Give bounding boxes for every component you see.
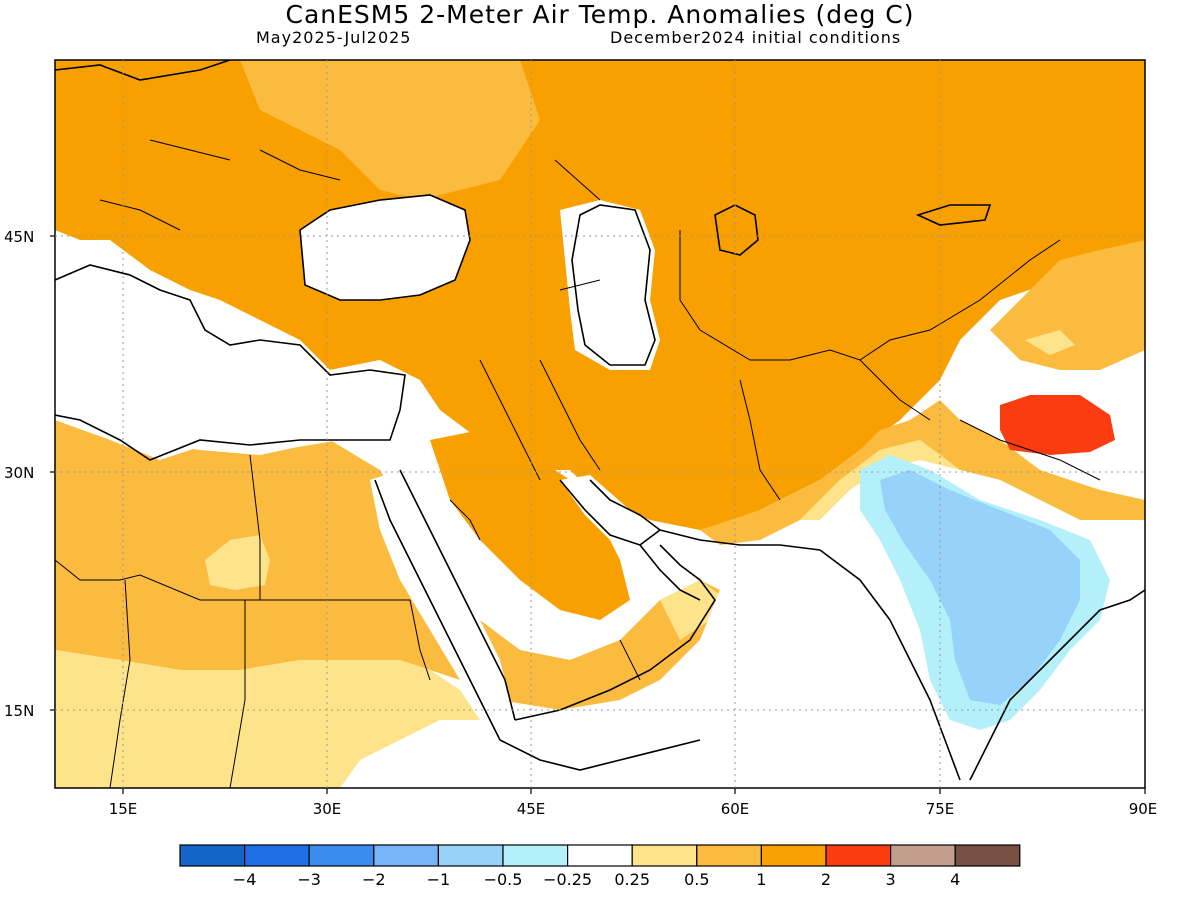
coast-india-east bbox=[969, 589, 1145, 781]
coast-gulf-aden bbox=[499, 739, 701, 771]
anomaly-field bbox=[55, 60, 1145, 788]
sea-mediterranean bbox=[55, 260, 410, 460]
colorbar-swatch bbox=[631, 844, 698, 867]
sea-arabian-sea bbox=[500, 545, 930, 788]
sea-caspian bbox=[560, 200, 660, 370]
anomaly-region-0-5-1-africa-arabia bbox=[55, 420, 720, 710]
land-neutral-ethiopia bbox=[400, 720, 500, 788]
colorbar-swatch bbox=[825, 844, 892, 867]
anomaly-region-0-5-1-mongolia bbox=[990, 240, 1145, 370]
colorbar-label: −2 bbox=[362, 870, 386, 889]
forecast-period: May2025-Jul2025 bbox=[256, 28, 412, 47]
colorbar-swatch bbox=[437, 844, 504, 867]
anomaly-region-0-25-0-5-mongolia bbox=[1025, 330, 1075, 355]
lat-label-15n: 15N bbox=[4, 702, 34, 720]
map-border bbox=[54, 59, 1146, 789]
graticule bbox=[55, 60, 1145, 788]
anomaly-region-neg-0-5-1 bbox=[880, 470, 1080, 705]
colorbar-label: −4 bbox=[233, 870, 257, 889]
colorbar: −4 −3 −2 −1 −0.5 −0.25 0.25 0.5 1 2 3 4 bbox=[179, 844, 1021, 889]
colorbar-label: −3 bbox=[297, 870, 321, 889]
coast-india-west bbox=[819, 549, 961, 781]
colorbar-label: −0.25 bbox=[543, 870, 592, 889]
colorbar-swatch bbox=[760, 844, 827, 867]
colorbar-swatch bbox=[373, 844, 439, 867]
sea-red-sea bbox=[370, 470, 510, 710]
lat-label-45n: 45N bbox=[4, 228, 34, 246]
coast-red-sea-east bbox=[399, 469, 516, 721]
colorbar-label: 0.5 bbox=[684, 870, 709, 889]
colorbar-label: −0.5 bbox=[484, 870, 523, 889]
lon-label-90e: 90E bbox=[1129, 800, 1158, 818]
coast-caspian bbox=[571, 204, 656, 366]
axis-ticks bbox=[50, 235, 1146, 794]
coast-arabia-south bbox=[514, 544, 716, 721]
colorbar-label: 1 bbox=[756, 870, 766, 889]
colorbar-swatch bbox=[244, 844, 310, 867]
anomaly-region-0-25-0-5-oman bbox=[660, 580, 720, 640]
map-title: CanESM5 2-Meter Air Temp. Anomalies (deg… bbox=[285, 0, 915, 29]
lat-label-30n: 30N bbox=[4, 464, 34, 482]
coast-persian-gulf bbox=[559, 479, 662, 546]
anomaly-region-1-2-arabia bbox=[430, 430, 630, 620]
colorbar-label: −1 bbox=[427, 870, 451, 889]
colorbar-swatch bbox=[566, 844, 633, 867]
colorbar-label: 0.25 bbox=[614, 870, 650, 889]
anomaly-region-0-25-0-5-libya bbox=[205, 535, 270, 590]
coast-iran-pakistan bbox=[659, 529, 821, 551]
colorbar-label: 2 bbox=[821, 870, 831, 889]
coast-black-sea bbox=[299, 194, 471, 301]
anomaly-region-0-5-1-black-sea bbox=[240, 60, 540, 200]
colorbar-swatch bbox=[502, 844, 569, 867]
colorbar-label: 4 bbox=[950, 870, 960, 889]
anomaly-region-2-3-tibet bbox=[1000, 395, 1115, 455]
coast-arabian-peninsula-east bbox=[639, 544, 701, 601]
colorbar-swatch bbox=[889, 844, 956, 867]
coastlines bbox=[55, 60, 1145, 781]
coast-north-europe bbox=[55, 60, 231, 81]
lon-label-30e: 30E bbox=[313, 800, 342, 818]
colorbar-label: 3 bbox=[886, 870, 896, 889]
coast-red-sea-west bbox=[374, 479, 501, 741]
sea-persian-gulf bbox=[560, 475, 660, 545]
coast-balkhash bbox=[915, 204, 992, 226]
sea-black-sea bbox=[300, 195, 470, 300]
country-borders bbox=[55, 139, 1101, 788]
coast-mediterranean bbox=[55, 264, 406, 461]
lon-label-15e: 15E bbox=[109, 800, 138, 818]
anomaly-region-0-25-0-5-africa bbox=[55, 650, 480, 788]
colorbar-swatch bbox=[696, 844, 762, 867]
lon-label-60e: 60E bbox=[721, 800, 750, 818]
colorbar-swatch bbox=[954, 844, 1021, 867]
colorbar-swatch bbox=[308, 844, 375, 867]
lon-label-45e: 45E bbox=[517, 800, 546, 818]
lon-label-75e: 75E bbox=[926, 800, 955, 818]
colorbar-swatch bbox=[179, 844, 246, 867]
initial-conditions: December2024 initial conditions bbox=[610, 28, 902, 47]
